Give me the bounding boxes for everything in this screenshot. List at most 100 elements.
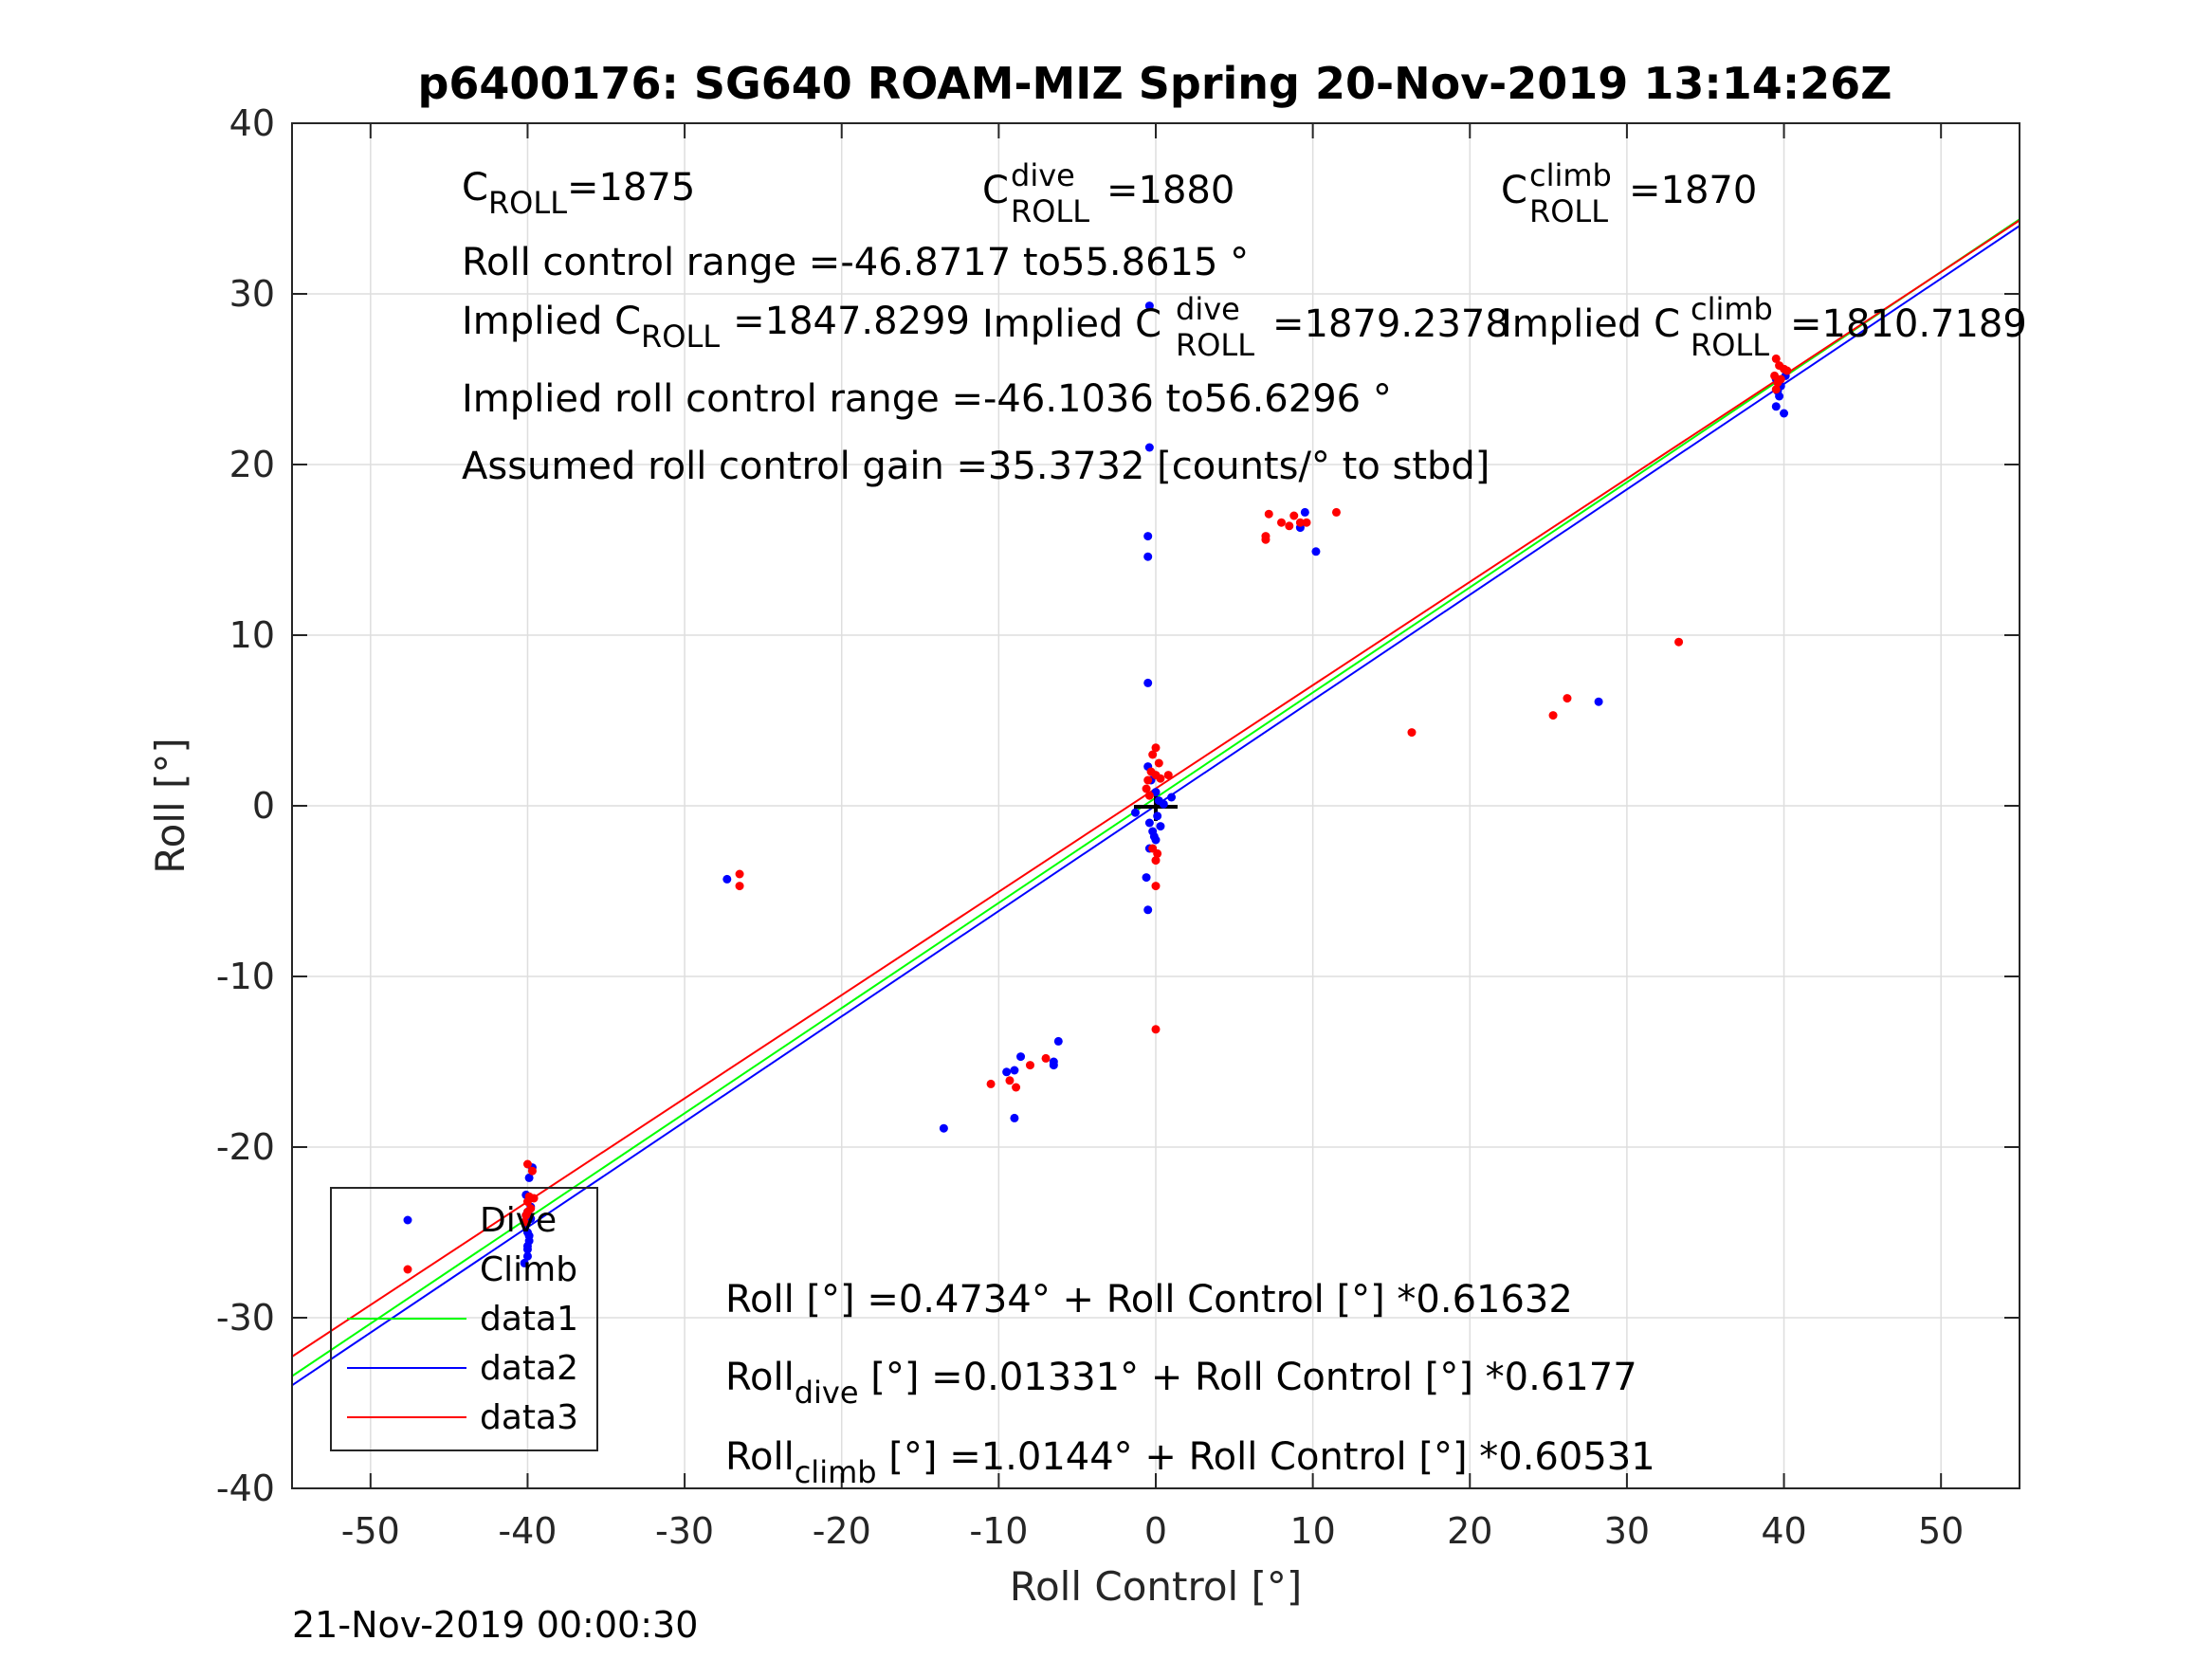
legend-data2-label: data2 [480, 1349, 578, 1388]
x-axis-label: Roll Control [°] [1010, 1563, 1303, 1610]
svg-text:ROLL: ROLL [1011, 193, 1089, 229]
x-tick-label: -10 [969, 1510, 1028, 1552]
climb-point [1261, 532, 1271, 541]
y-tick-label: 20 [229, 444, 275, 485]
dive-point [524, 1173, 534, 1182]
climb-point [1674, 637, 1684, 647]
x-tick-label: -30 [655, 1510, 714, 1552]
climb-point [1277, 518, 1287, 527]
implied-c-roll-climb: Implied C climb ROLL =1810.7189 [1501, 291, 2027, 363]
svg-text:dive: dive [1176, 291, 1240, 327]
legend-data1-label: data1 [480, 1300, 578, 1339]
climb-point [1563, 694, 1572, 703]
climb-point [1151, 743, 1161, 753]
dive-point [1016, 1052, 1026, 1062]
climb-point [1782, 366, 1792, 375]
dive-point [1780, 409, 1789, 418]
dive-point [1143, 552, 1153, 561]
svg-text:=1870: =1870 [1629, 169, 1757, 212]
data-points [520, 301, 1792, 1267]
implied-c-roll: Implied CROLL =1847.8299 [462, 300, 970, 355]
climb-point [522, 1207, 532, 1216]
climb-point [1302, 518, 1311, 527]
dive-point [1010, 1113, 1019, 1122]
x-tick-label: 40 [1761, 1510, 1806, 1552]
x-tick-label: 0 [1144, 1510, 1167, 1552]
x-tick-label: 50 [1918, 1510, 1964, 1552]
climb-point [1025, 1061, 1034, 1070]
climb-point [735, 882, 744, 891]
y-tick-label: -30 [216, 1297, 275, 1339]
y-tick-label: -10 [216, 956, 275, 997]
climb-point [1285, 521, 1294, 531]
climb-point [1012, 1083, 1021, 1092]
svg-text:=1810.7189: =1810.7189 [1790, 302, 2027, 346]
dive-point [939, 1123, 948, 1133]
dive-point [520, 1258, 529, 1267]
dive-point [1167, 793, 1177, 802]
y-tick-label: 40 [229, 102, 275, 144]
c-roll-dive-annotation: C dive ROLL =1880 [982, 157, 1234, 229]
climb-point [1142, 784, 1151, 793]
climb-point [1163, 771, 1173, 780]
dive-point [1159, 799, 1168, 809]
climb-point [1771, 354, 1781, 363]
dive-point [722, 874, 732, 884]
dive-point [1151, 788, 1161, 797]
dive-point [522, 1241, 532, 1250]
legend-dive-marker [403, 1215, 412, 1225]
dive-point [1053, 1036, 1063, 1046]
dive-point [1153, 811, 1162, 821]
climb-point [1148, 750, 1158, 759]
dive-point [1144, 301, 1154, 311]
climb-point [1295, 518, 1305, 527]
footer-timestamp: 21-Nov-2019 00:00:30 [292, 1604, 698, 1646]
legend-climb-marker [403, 1265, 412, 1274]
dive-point [1142, 873, 1151, 883]
climb-point [1151, 1025, 1161, 1034]
svg-text:C: C [1501, 169, 1527, 212]
dive-point [1143, 905, 1153, 915]
c-roll-climb-annotation: C climb ROLL =1870 [1501, 157, 1757, 229]
climb-point [1407, 728, 1417, 738]
dive-point [1143, 678, 1153, 687]
fit-equation-dive: Rolldive [°] =0.01331° + Roll Control [°… [725, 1356, 1637, 1411]
y-tick-label: 10 [229, 614, 275, 656]
svg-text:=1880: =1880 [1106, 169, 1234, 212]
implied-roll-control-range: Implied roll control range =-46.1036 to5… [462, 377, 1392, 421]
climb-point [1548, 711, 1558, 720]
dive-point [1149, 831, 1159, 841]
svg-text:climb: climb [1691, 291, 1773, 327]
dive-point [1300, 507, 1309, 517]
climb-point [735, 869, 744, 879]
assumed-roll-control-gain: Assumed roll control gain =35.3732 [coun… [462, 445, 1490, 488]
x-tick-label: -40 [498, 1510, 557, 1552]
dive-point [1049, 1057, 1058, 1066]
climb-point [1041, 1053, 1051, 1063]
x-tick-label: -20 [813, 1510, 871, 1552]
dive-point [1130, 808, 1140, 817]
legend-data3-label: data3 [480, 1398, 578, 1437]
climb-point [522, 1159, 532, 1169]
climb-point [1264, 509, 1273, 519]
svg-text:dive: dive [1011, 157, 1075, 193]
svg-text:ROLL: ROLL [1529, 193, 1608, 229]
roll-control-range: Roll control range =-46.8717 to55.8615 ° [462, 241, 1249, 284]
dive-point [1144, 818, 1154, 828]
legend: Dive Climb data1 data2 data3 [330, 1187, 598, 1451]
y-axis-label: Roll [°] [147, 738, 193, 873]
chart-title: p6400176: SG640 ROAM-MIZ Spring 20-Nov-2… [417, 58, 1892, 109]
climb-point [529, 1194, 539, 1203]
dive-point [1594, 697, 1603, 706]
climb-point [520, 1217, 529, 1227]
x-tick-label: 10 [1289, 1510, 1335, 1552]
climb-point [1005, 1076, 1015, 1085]
climb-point [1154, 758, 1163, 768]
dive-point [524, 1231, 534, 1241]
y-tick-label: -20 [216, 1126, 275, 1168]
climb-point [1771, 385, 1781, 394]
dive-point [1156, 822, 1165, 831]
climb-point [1289, 511, 1299, 520]
climb-point [1144, 791, 1154, 800]
